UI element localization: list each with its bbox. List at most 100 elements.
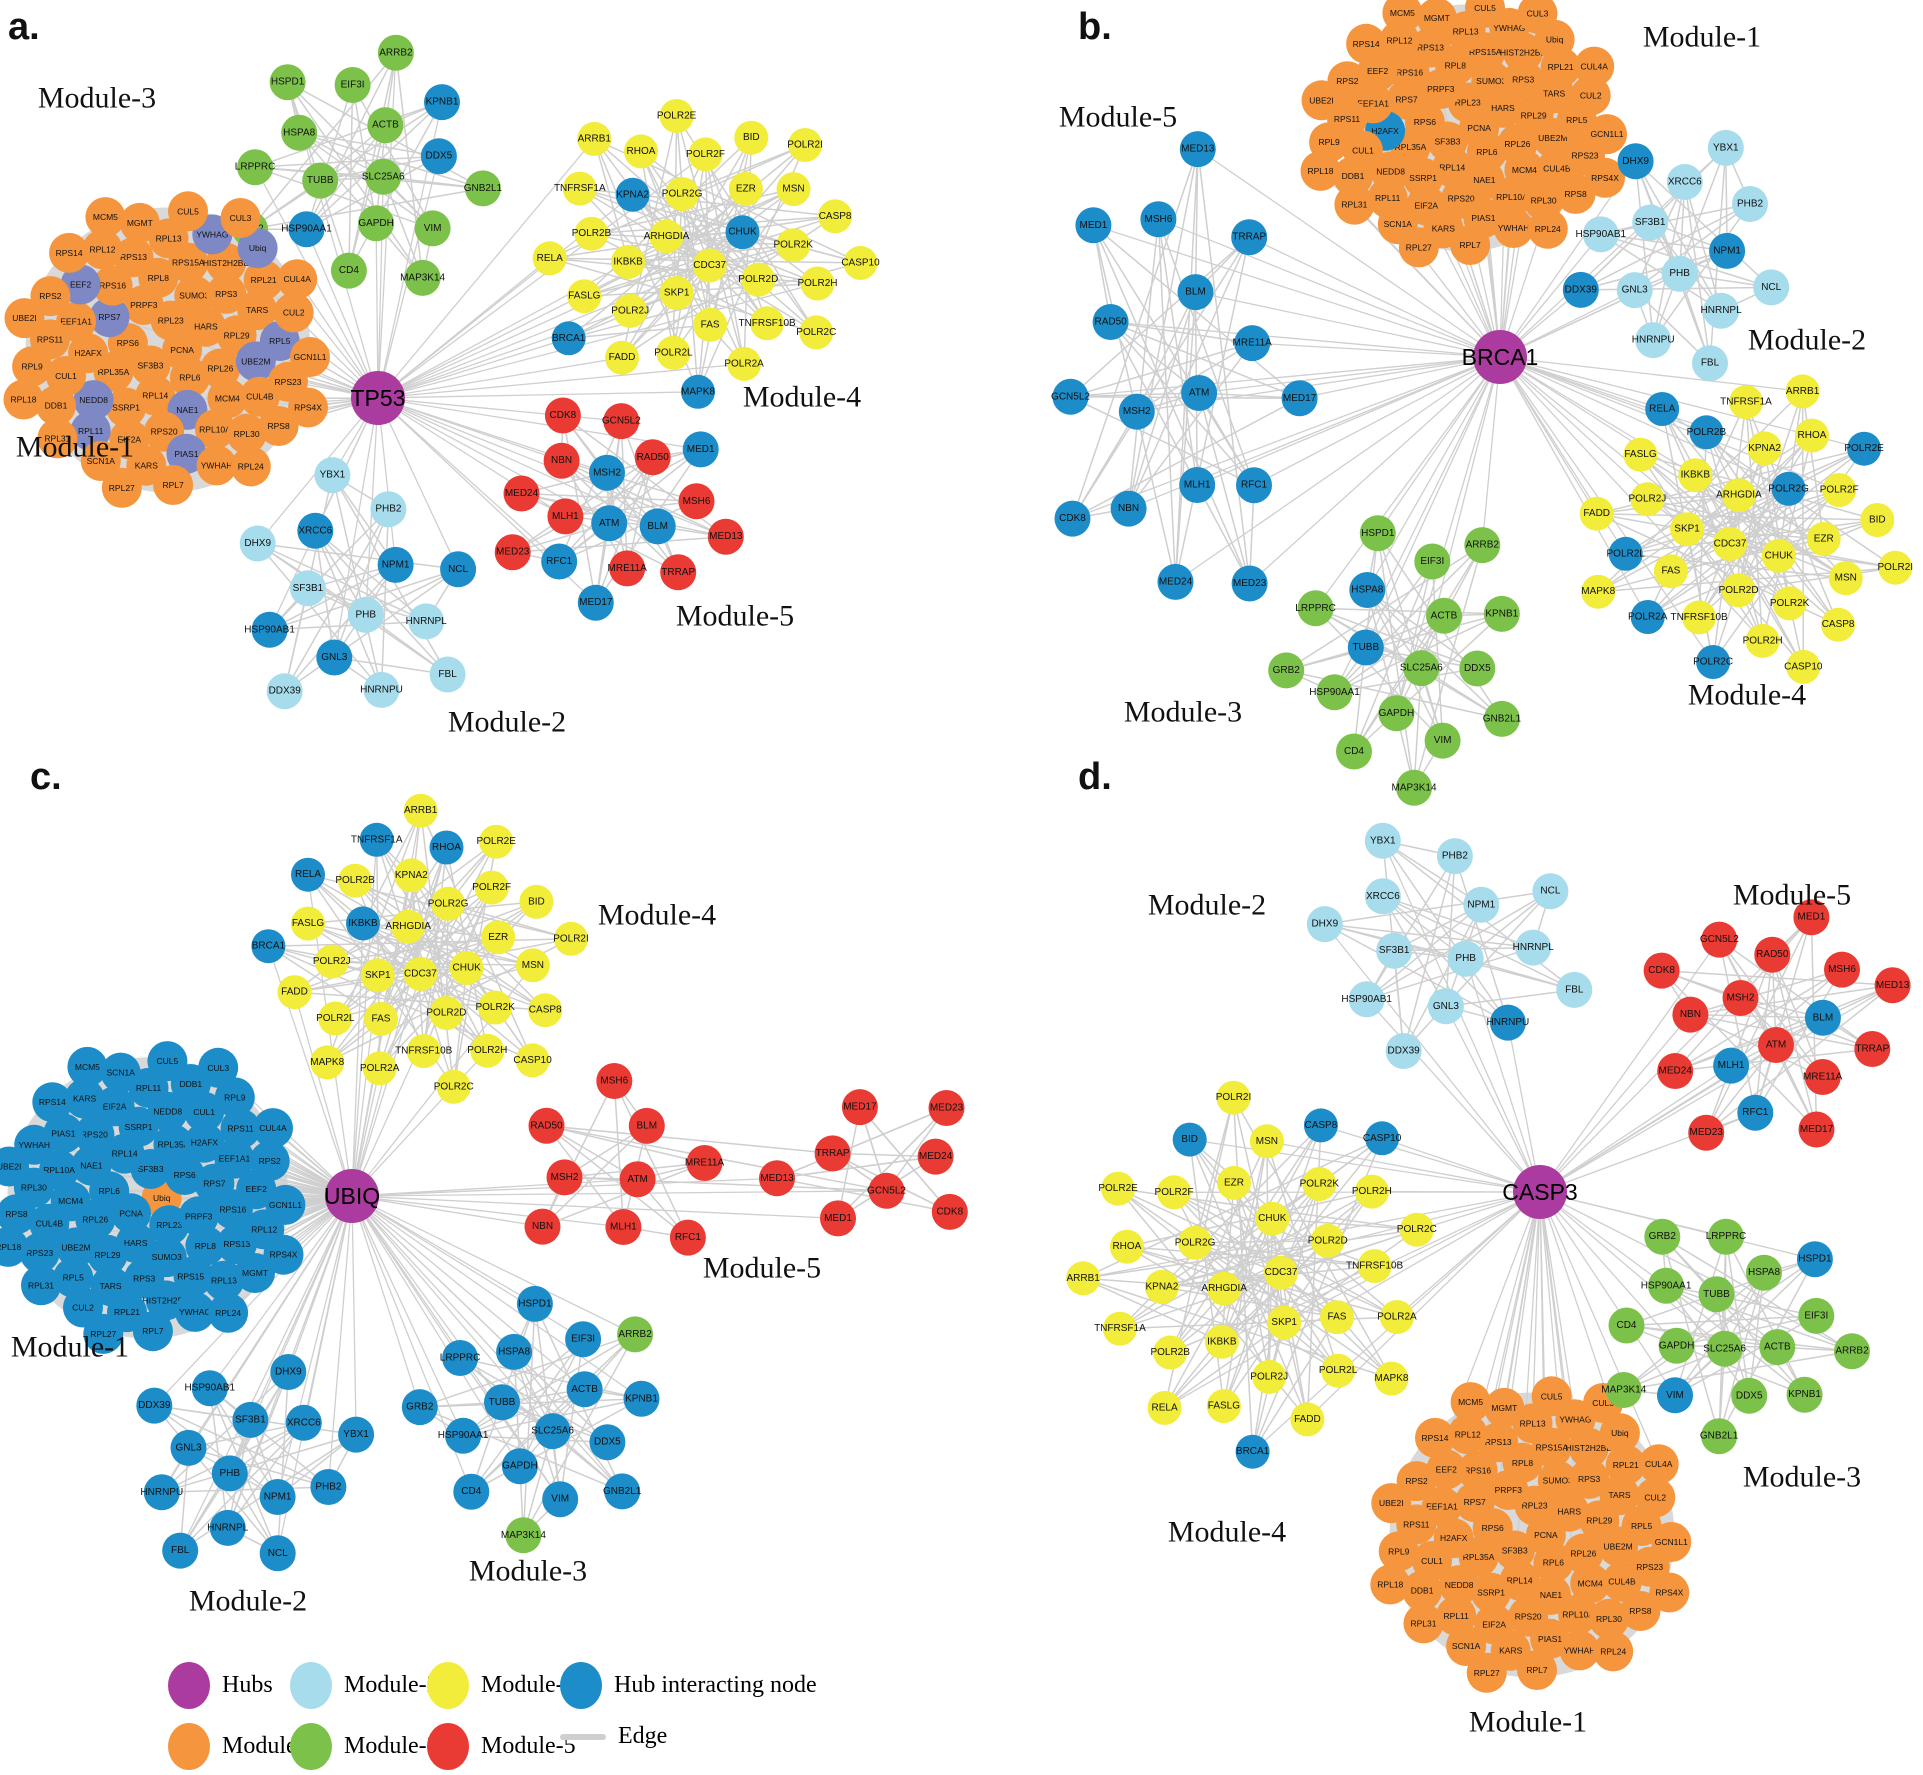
- edge: [331, 474, 397, 566]
- node-MAPK8: [681, 374, 715, 409]
- edge: [1366, 998, 1541, 1193]
- edge: [1083, 1228, 1417, 1280]
- node-POLR2H: [1354, 1174, 1389, 1209]
- node-MSN: [515, 948, 550, 983]
- edge: [462, 1388, 585, 1437]
- node-RPL11: [1436, 1595, 1477, 1636]
- node-MSH2: [589, 454, 625, 491]
- node-NCL: [1532, 873, 1569, 910]
- node-MLH1: [605, 1209, 642, 1245]
- edge: [459, 1357, 642, 1400]
- node-MSH6: [596, 1063, 633, 1099]
- edge: [269, 620, 427, 631]
- edge: [1175, 356, 1501, 583]
- edge: [1334, 615, 1445, 693]
- node-CUL2: [273, 292, 314, 333]
- node-ARRB2: [1464, 527, 1501, 564]
- edge: [1324, 923, 1541, 1193]
- node-XRCC6: [1666, 164, 1703, 200]
- node-MSN: [776, 172, 811, 207]
- node-NBN: [524, 1208, 561, 1245]
- edge: [377, 138, 595, 399]
- node-DDX5: [1459, 650, 1496, 687]
- node-MAPK8: [310, 1045, 345, 1080]
- edge: [1531, 1191, 1541, 1424]
- edge: [284, 564, 397, 692]
- node-RPL7: [1450, 225, 1491, 265]
- node-HSP90AA1: [1648, 1267, 1685, 1304]
- node-RHOA: [1795, 418, 1829, 453]
- node-CASP10: [1365, 1121, 1400, 1156]
- edge: [1718, 939, 1757, 1113]
- node-RPL24: [208, 1292, 249, 1333]
- module-label-module-5: Module-5: [676, 600, 794, 633]
- node-HSPA8: [496, 1333, 533, 1370]
- edge: [377, 397, 658, 527]
- node-FBL: [162, 1532, 199, 1569]
- node-RELA: [532, 241, 567, 276]
- node-ARRB1: [577, 121, 612, 156]
- edge: [1093, 224, 1501, 358]
- node-PIAS1: [166, 433, 207, 474]
- node-RPS8: [258, 406, 299, 446]
- node-ACTB: [566, 1371, 603, 1408]
- node-POLR2I: [1878, 550, 1913, 585]
- edge: [1413, 668, 1423, 788]
- node-CASP8: [528, 993, 563, 1028]
- node-RPS13: [1478, 1422, 1519, 1463]
- edge: [1499, 356, 1731, 545]
- edge: [286, 81, 424, 279]
- node-RPL11: [70, 410, 111, 451]
- node-POLR2G: [431, 886, 466, 921]
- node-RPS14: [32, 1082, 73, 1123]
- edge: [362, 922, 467, 969]
- node-RPL10A: [1558, 1594, 1599, 1635]
- node-HSPA8: [1349, 572, 1386, 608]
- node-RPS14: [1346, 23, 1387, 64]
- node-YBX1: [314, 457, 351, 494]
- edge: [1596, 494, 1739, 515]
- node-GRB2: [401, 1389, 438, 1426]
- edge: [470, 1333, 636, 1493]
- edge: [1738, 566, 1896, 592]
- edge: [1071, 411, 1138, 519]
- edge: [1445, 1006, 1541, 1193]
- node-RPL12: [82, 229, 123, 270]
- edge: [1272, 1217, 1417, 1231]
- node-HNRNPL: [1703, 292, 1740, 329]
- module-label-module-2: Module-2: [448, 706, 566, 739]
- node-RPL18: [1300, 150, 1341, 191]
- node-LRPPRC: [442, 1340, 479, 1376]
- edge: [1158, 218, 1501, 358]
- node-GCN5L2: [603, 403, 640, 440]
- edge: [1600, 233, 1728, 252]
- node-POLR2J: [613, 293, 648, 328]
- edge: [1169, 1140, 1268, 1353]
- edge: [1194, 149, 1199, 293]
- edge: [179, 1422, 305, 1552]
- panel-letter-b: b.: [1078, 6, 1112, 48]
- node-RPL21: [243, 259, 284, 300]
- edge: [1266, 1140, 1541, 1193]
- node-ATM: [1181, 375, 1218, 411]
- node-IKBKB: [1204, 1324, 1239, 1359]
- node-TRRAP: [1854, 1031, 1891, 1067]
- node-LRPPRC: [1708, 1218, 1744, 1255]
- edge: [377, 397, 459, 570]
- legend-label: Module-3: [344, 1733, 439, 1759]
- edge: [1253, 356, 1501, 486]
- edge: [1499, 356, 1598, 515]
- node-MED13: [707, 518, 744, 555]
- node-POLR2H: [800, 266, 835, 301]
- node-MED23: [1231, 565, 1268, 602]
- edge: [153, 1404, 279, 1498]
- edge: [512, 448, 702, 553]
- node-HSPD1: [269, 64, 306, 101]
- edge: [1324, 923, 1509, 1024]
- node-POLR2F: [688, 137, 723, 172]
- edge: [1315, 607, 1502, 615]
- node-MED13: [1874, 967, 1911, 1004]
- node-EIF3I: [1414, 543, 1451, 580]
- edge: [1499, 356, 1803, 393]
- edge: [1196, 484, 1251, 584]
